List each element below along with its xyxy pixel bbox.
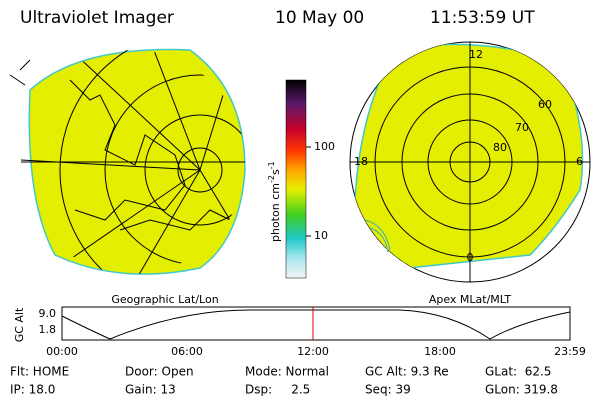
- colorbar-label: photon cm-2s-1: [267, 161, 283, 242]
- altitude-panel: [61, 306, 571, 341]
- info-field: IP: 18.0: [10, 383, 55, 397]
- mlt-label: 6: [576, 155, 583, 168]
- mlt-label: 0: [467, 251, 474, 264]
- lat-label: 70: [515, 121, 529, 134]
- geo-map: [9, 48, 246, 275]
- time-tick: 12:00: [297, 345, 329, 358]
- unit: photon cm: [269, 183, 282, 242]
- date: 10 May 00: [275, 8, 364, 28]
- apex-caption: Apex MLat/MLT: [429, 293, 512, 306]
- alt-axis-label: GC Alt: [13, 307, 26, 342]
- info-field: GLat: 62.5: [485, 365, 551, 379]
- alt-tick: 1.8: [39, 323, 57, 336]
- info-field: Door: Open: [125, 365, 194, 379]
- mlt-label: 12: [469, 48, 483, 61]
- info-field: Seq: 39: [365, 383, 411, 397]
- exponent: -2: [267, 175, 276, 183]
- title: Ultraviolet Imager: [20, 8, 174, 28]
- lat-label: 80: [493, 141, 507, 154]
- colorbar: [285, 79, 307, 279]
- time-tick: 18:00: [424, 345, 456, 358]
- info-field: Flt: HOME: [10, 365, 69, 379]
- geo-caption: Geographic Lat/Lon: [111, 293, 218, 306]
- colorbar-tick-label: 10: [314, 229, 328, 242]
- time-tick: 06:00: [171, 345, 203, 358]
- alt-tick: 9.0: [39, 307, 57, 320]
- mlt-label: 18: [354, 155, 368, 168]
- info-field: Gain: 13: [125, 383, 176, 397]
- unit: s: [269, 169, 282, 175]
- colorbar-tick-label: 100: [314, 140, 335, 153]
- info-field: Dsp: 2.5: [245, 383, 310, 397]
- lat-label: 60: [538, 98, 552, 111]
- time: 11:53:59 UT: [430, 8, 535, 28]
- polar-map: [349, 41, 591, 283]
- info-field: GC Alt: 9.3 Re: [365, 365, 449, 379]
- time-tick: 00:00: [46, 345, 78, 358]
- altitude-curve: [61, 309, 571, 340]
- time-tick: 23:59: [554, 345, 586, 358]
- info-field: Mode: Normal: [245, 365, 329, 379]
- exponent: -1: [267, 161, 276, 169]
- info-field: GLon: 319.8: [485, 383, 558, 397]
- info-block: Flt: HOME Door: Open Mode: Normal GC Alt: 9…: [10, 365, 558, 397]
